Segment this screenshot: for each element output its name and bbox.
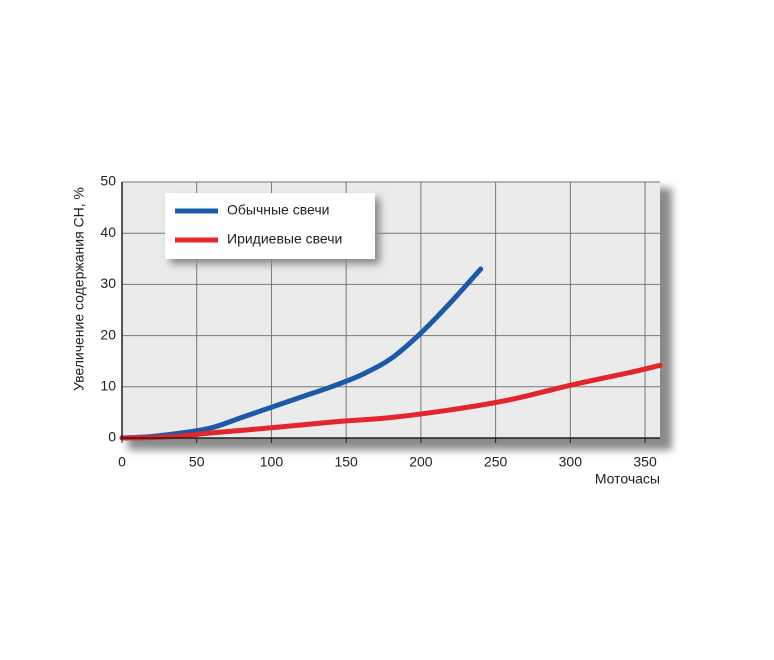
x-tick-label: 300 xyxy=(559,454,583,470)
y-tick-label: 40 xyxy=(100,224,116,240)
y-tick-label: 20 xyxy=(100,326,116,342)
x-tick-label: 250 xyxy=(484,454,508,470)
x-tick-label: 150 xyxy=(334,454,358,470)
x-tick-label: 50 xyxy=(189,454,205,470)
x-tick-label: 0 xyxy=(118,454,126,470)
legend-label: Иридиевые свечи xyxy=(227,231,342,247)
y-tick-label: 0 xyxy=(108,429,116,445)
x-axis-label: Моточасы xyxy=(595,471,660,487)
legend xyxy=(165,193,375,259)
x-tick-label: 100 xyxy=(260,454,284,470)
y-tick-label: 10 xyxy=(100,378,116,394)
x-tick-label: 200 xyxy=(409,454,433,470)
series-line xyxy=(119,362,663,441)
y-tick-label: 30 xyxy=(100,275,116,291)
y-axis-label: Увеличение содержания CH, % xyxy=(71,187,87,391)
legend-label: Обычные свечи xyxy=(227,202,329,218)
x-tick-label: 350 xyxy=(633,454,657,470)
series-line xyxy=(119,266,484,441)
y-tick-label: 50 xyxy=(100,173,116,189)
